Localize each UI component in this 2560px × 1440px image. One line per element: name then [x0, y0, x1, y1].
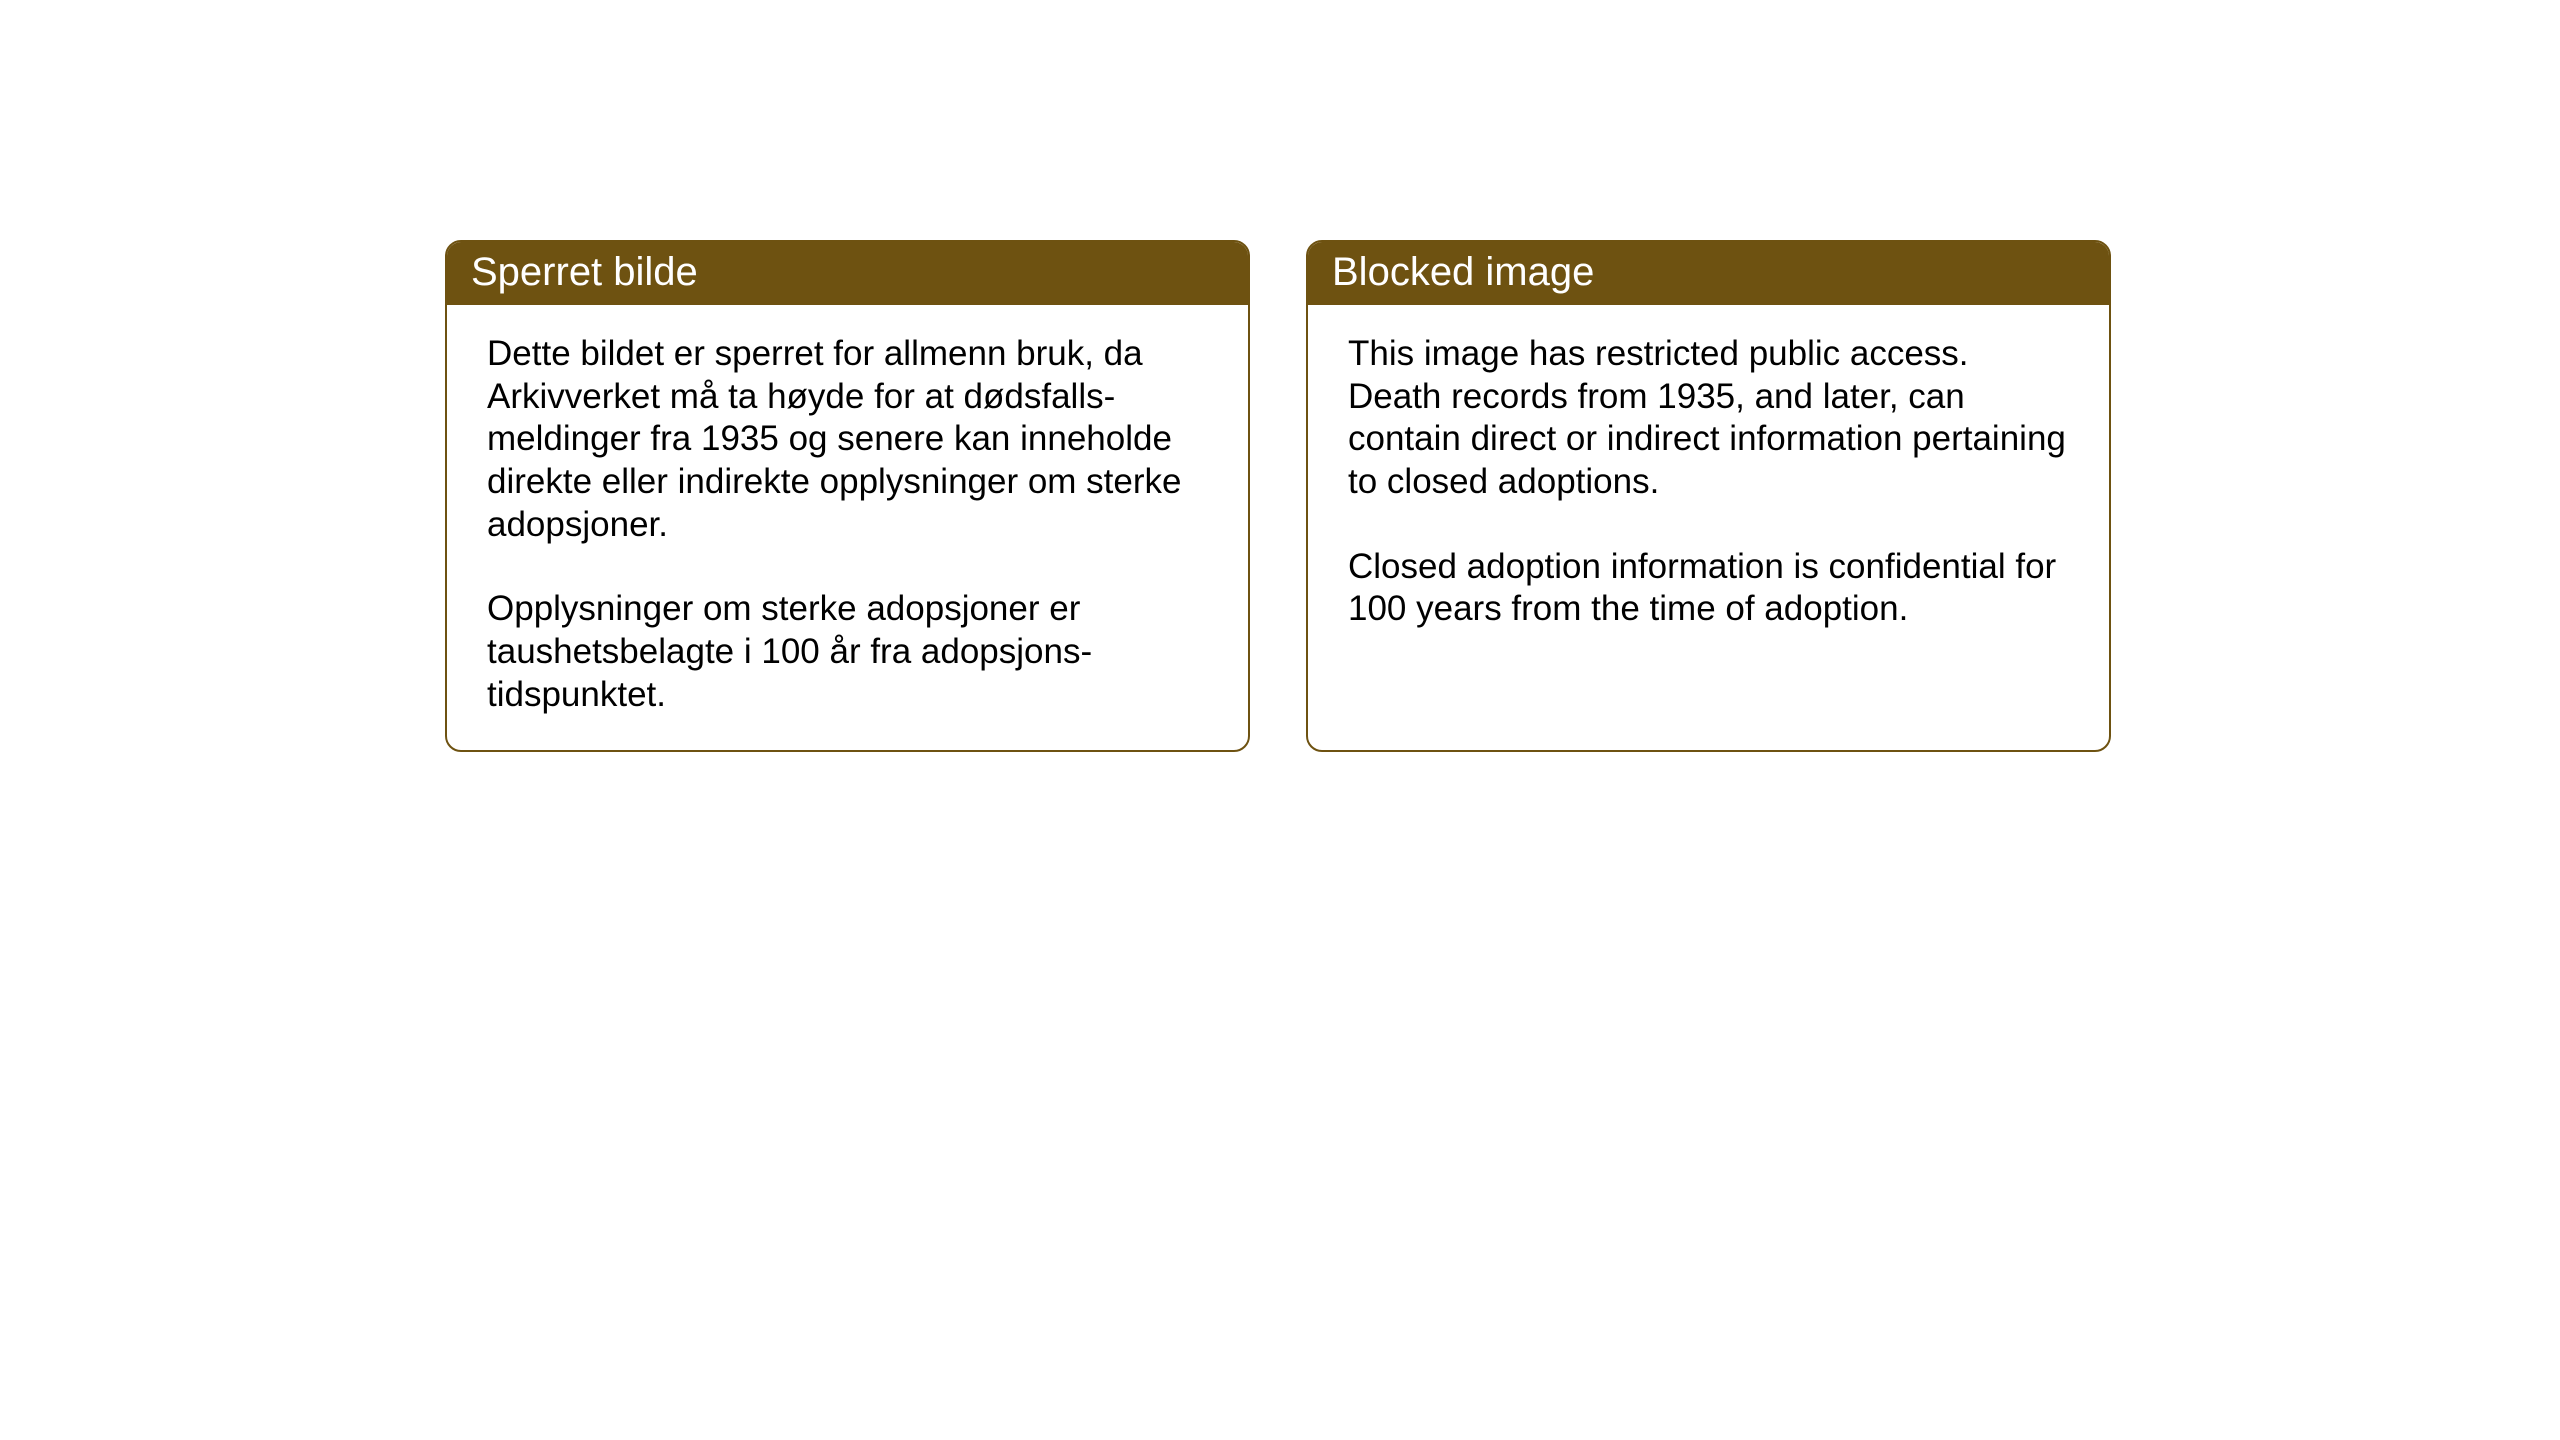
english-card-body: This image has restricted public access.… — [1308, 305, 2109, 659]
english-paragraph-2: Closed adoption information is confident… — [1348, 546, 2069, 631]
norwegian-card-title: Sperret bilde — [447, 242, 1248, 305]
norwegian-paragraph-1: Dette bildet er sperret for allmenn bruk… — [487, 333, 1208, 546]
english-paragraph-1: This image has restricted public access.… — [1348, 333, 2069, 504]
cards-container: Sperret bilde Dette bildet er sperret fo… — [445, 240, 2111, 752]
english-card: Blocked image This image has restricted … — [1306, 240, 2111, 752]
norwegian-card: Sperret bilde Dette bildet er sperret fo… — [445, 240, 1250, 752]
norwegian-card-body: Dette bildet er sperret for allmenn bruk… — [447, 305, 1248, 745]
norwegian-paragraph-2: Opplysninger om sterke adopsjoner er tau… — [487, 588, 1208, 716]
english-card-title: Blocked image — [1308, 242, 2109, 305]
